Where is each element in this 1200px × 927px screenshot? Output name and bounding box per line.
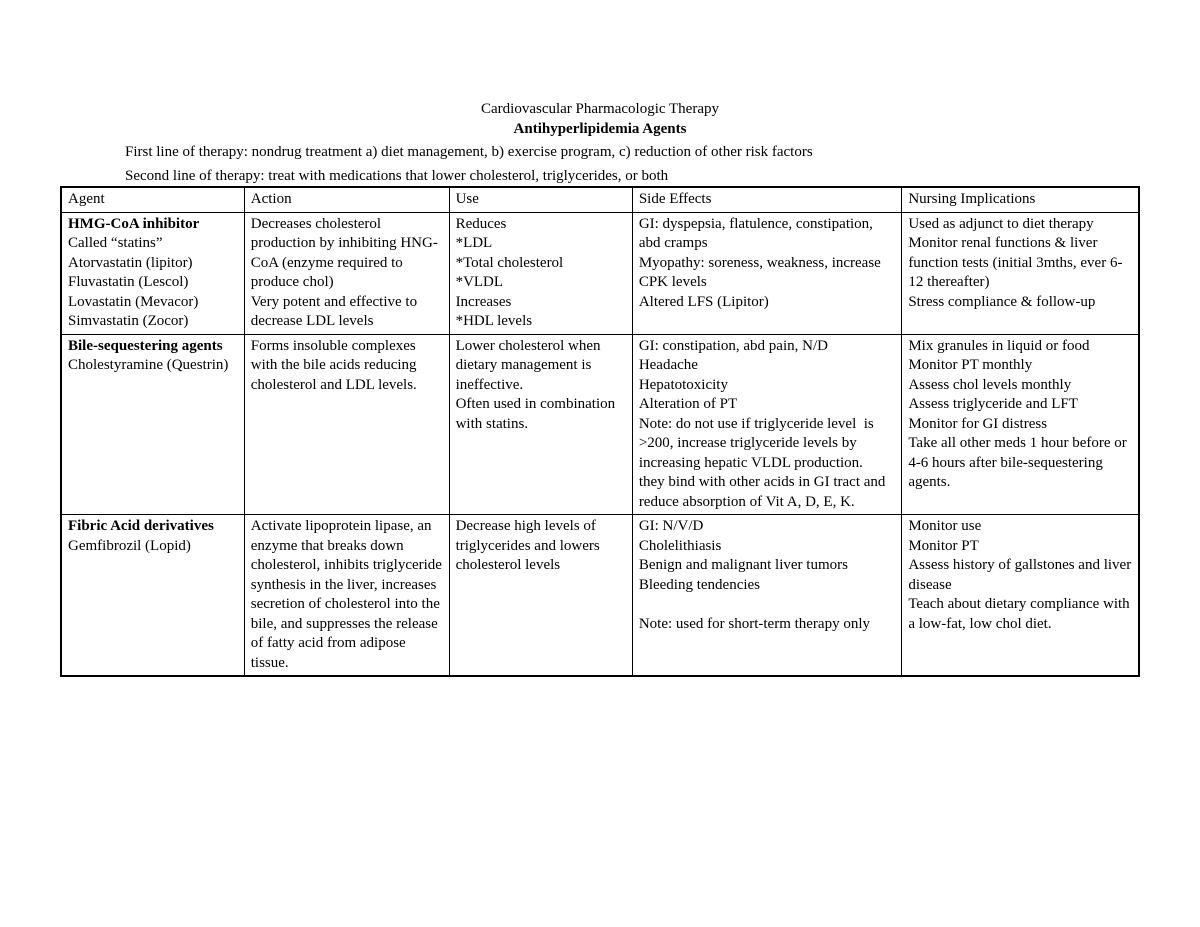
col-header-use: Use <box>449 187 632 212</box>
intro-line-2: Second line of therapy: treat with medic… <box>125 167 1140 187</box>
cell-nursing: Used as adjunct to diet therapy Monitor … <box>902 212 1139 334</box>
cell-nursing: Mix granules in liquid or food Monitor P… <box>902 334 1139 515</box>
table-row: Bile-sequestering agents Cholestyramine … <box>61 334 1139 515</box>
cell-action: Decreases cholesterol production by inhi… <box>244 212 449 334</box>
agent-name-rest: Cholestyramine (Questrin) <box>68 357 228 373</box>
agents-table: Agent Action Use Side Effects Nursing Im… <box>60 186 1140 677</box>
intro-line-1: First line of therapy: nondrug treatment… <box>125 143 1140 163</box>
cell-agent: Fibric Acid derivatives Gemfibrozil (Lop… <box>61 515 244 677</box>
agent-name-rest: Gemfibrozil (Lopid) <box>68 538 191 554</box>
col-header-side-effects: Side Effects <box>632 187 902 212</box>
page-subtitle: Antihyperlipidemia Agents <box>60 120 1140 140</box>
cell-use: Reduces *LDL *Total cholesterol *VLDL In… <box>449 212 632 334</box>
col-header-action: Action <box>244 187 449 212</box>
agent-name-bold: Fibric Acid derivatives <box>68 518 214 534</box>
agent-name-bold: Bile-sequestering agents <box>68 338 223 354</box>
cell-side-effects: GI: dyspepsia, flatulence, constipation,… <box>632 212 902 334</box>
col-header-nursing: Nursing Implications <box>902 187 1139 212</box>
cell-action: Forms insoluble complexes with the bile … <box>244 334 449 515</box>
page-title: Cardiovascular Pharmacologic Therapy <box>60 100 1140 120</box>
col-header-agent: Agent <box>61 187 244 212</box>
cell-side-effects: GI: N/V/D Cholelithiasis Benign and mali… <box>632 515 902 677</box>
cell-agent: HMG-CoA inhibitor Called “statins” Atorv… <box>61 212 244 334</box>
agent-name-rest: Called “statins” Atorvastatin (lipitor) … <box>68 235 198 329</box>
agent-name-bold: HMG-CoA inhibitor <box>68 216 199 232</box>
cell-nursing: Monitor use Monitor PT Assess history of… <box>902 515 1139 677</box>
cell-use: Lower cholesterol when dietary managemen… <box>449 334 632 515</box>
table-row: HMG-CoA inhibitor Called “statins” Atorv… <box>61 212 1139 334</box>
cell-use: Decrease high levels of triglycerides an… <box>449 515 632 677</box>
cell-agent: Bile-sequestering agents Cholestyramine … <box>61 334 244 515</box>
table-row: Fibric Acid derivatives Gemfibrozil (Lop… <box>61 515 1139 677</box>
cell-side-effects: GI: constipation, abd pain, N/D Headache… <box>632 334 902 515</box>
table-header-row: Agent Action Use Side Effects Nursing Im… <box>61 187 1139 212</box>
cell-action: Activate lipoprotein lipase, an enzyme t… <box>244 515 449 677</box>
